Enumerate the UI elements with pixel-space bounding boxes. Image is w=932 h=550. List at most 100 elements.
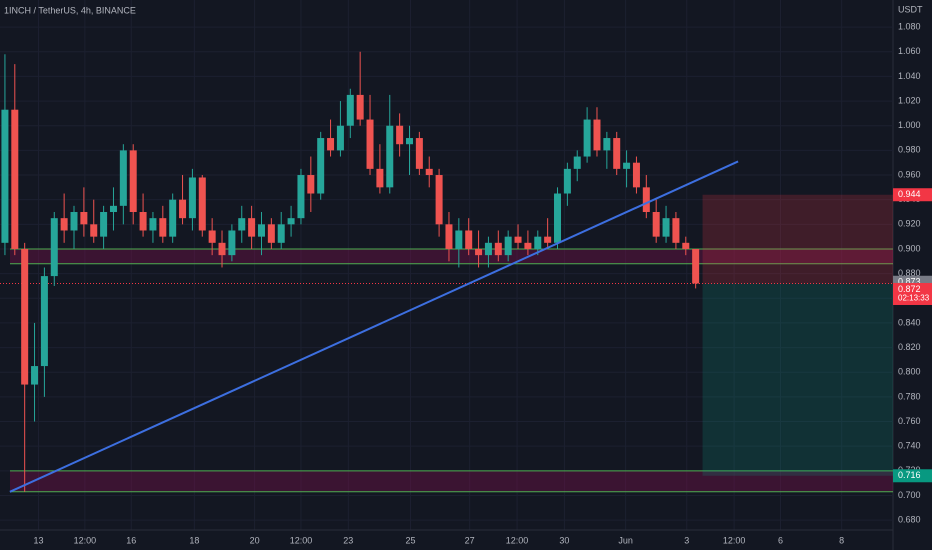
candle-body — [514, 236, 522, 243]
candle-body — [129, 150, 137, 212]
price-tag-label: 0.716 — [898, 470, 921, 480]
candle-body — [188, 177, 196, 219]
price-tag — [893, 469, 932, 483]
y-tick-label: 0.880 — [898, 268, 921, 278]
candle-body — [415, 138, 423, 169]
y-tick-label: 0.740 — [898, 441, 921, 451]
candle-body — [376, 168, 384, 188]
candle-body — [90, 224, 98, 237]
zone — [10, 470, 893, 492]
countdown: 02:13:33 — [898, 294, 930, 303]
candle-body — [287, 218, 295, 225]
y-tick-label: 0.800 — [898, 367, 921, 377]
candle-body — [425, 168, 433, 176]
candle-body — [238, 218, 246, 231]
y-tick-label: 1.000 — [898, 120, 921, 130]
candle-body — [327, 138, 335, 151]
candle-body — [198, 177, 206, 231]
candle-body — [21, 248, 29, 385]
candle-body — [100, 212, 108, 237]
candle-body — [257, 224, 265, 237]
candle-body — [603, 138, 611, 151]
y-tick-label: 0.680 — [898, 515, 921, 525]
price-tag-label: 0.873 — [898, 277, 921, 287]
candle-body — [80, 212, 88, 225]
candle-body — [504, 236, 512, 256]
x-tick-label: 13 — [33, 535, 43, 545]
y-tick-label: 0.960 — [898, 169, 921, 179]
x-tick-label: 23 — [343, 535, 353, 545]
y-tick-label: 1.020 — [898, 95, 921, 105]
y-tick-label: 0.920 — [898, 219, 921, 229]
candle-body — [445, 224, 453, 249]
candle-body — [544, 236, 552, 243]
candle-body — [1, 109, 9, 243]
candle-body — [662, 218, 670, 237]
candle-body — [366, 119, 374, 169]
target-zone — [702, 283, 893, 476]
candle-body — [573, 156, 581, 169]
candle-body — [159, 218, 167, 237]
candle-body — [672, 218, 680, 243]
candle-body — [346, 94, 354, 126]
candle-body — [70, 212, 78, 231]
candle-body — [692, 248, 700, 284]
x-tick-label: 8 — [839, 535, 844, 545]
stop-zone — [702, 194, 893, 284]
candle-body — [139, 212, 147, 231]
trendline — [9, 160, 739, 493]
candle-body — [484, 242, 492, 256]
candle-body — [563, 168, 571, 194]
candle-body — [277, 224, 285, 243]
x-tick-label: Jun — [618, 535, 633, 545]
x-tick-label: 12:00 — [723, 535, 746, 545]
candle-body — [405, 138, 413, 145]
price-tag — [893, 282, 932, 305]
candle-body — [169, 199, 177, 237]
candle-body — [613, 138, 621, 169]
candle-body — [119, 150, 127, 206]
candle-body — [60, 218, 68, 231]
x-tick-label: 16 — [126, 535, 136, 545]
candle-body — [317, 138, 325, 194]
y-tick-label: 1.080 — [898, 21, 921, 31]
candle-body — [494, 242, 502, 256]
candle-body — [435, 175, 443, 225]
candle-body — [465, 230, 473, 249]
x-tick-label: 20 — [250, 535, 260, 545]
chart-title: 1INCH / TetherUS, 4h, BINANCE — [4, 5, 136, 15]
candle-body — [267, 224, 275, 243]
y-tick-label: 1.040 — [898, 71, 921, 81]
candle-body — [475, 248, 483, 256]
candle-body — [31, 366, 39, 385]
candle-body — [554, 193, 562, 243]
price-tag-label: 0.872 — [898, 284, 921, 294]
candle-body — [396, 125, 404, 145]
candle-body — [208, 230, 216, 243]
y-tick-label: 0.820 — [898, 342, 921, 352]
candle-body — [593, 119, 601, 151]
price-tag — [893, 188, 932, 202]
y-tick-label: 0.900 — [898, 243, 921, 253]
y-tick-label: 0.780 — [898, 391, 921, 401]
axis-unit: USDT — [898, 4, 923, 14]
x-tick-label: 12:00 — [506, 535, 529, 545]
candle-body — [336, 125, 344, 151]
candle-body — [50, 218, 58, 277]
candle-body — [11, 109, 19, 249]
candle-body — [40, 276, 48, 367]
candle-body — [149, 218, 157, 231]
x-tick-label: 12:00 — [74, 535, 97, 545]
candle-body — [218, 242, 226, 256]
x-tick-label: 25 — [405, 535, 415, 545]
y-tick-label: 0.760 — [898, 416, 921, 426]
candle-body — [642, 187, 650, 212]
y-tick-label: 0.840 — [898, 317, 921, 327]
candle-body — [307, 175, 315, 194]
candle-body — [248, 218, 256, 237]
candle-body — [386, 125, 394, 188]
candle-body — [179, 199, 187, 219]
